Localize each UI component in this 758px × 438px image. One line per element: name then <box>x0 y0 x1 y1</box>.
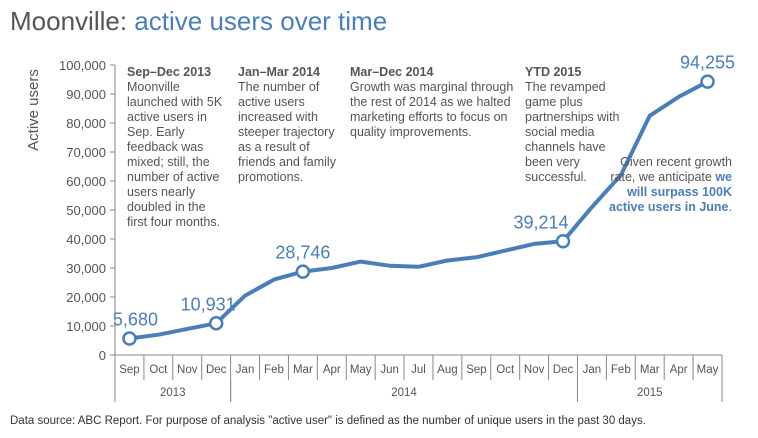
data-point-marker <box>555 234 571 249</box>
y-tick-label: 60,000 <box>66 174 106 189</box>
annotation-ytd-2015: YTD 2015 The revamped game plus partners… <box>525 65 633 185</box>
y-tick-label: 0 <box>99 348 106 363</box>
y-tick-label: 80,000 <box>66 116 106 131</box>
x-tick-label: Jul <box>411 364 426 376</box>
x-tick-label: May <box>350 364 372 376</box>
x-tick-label: Nov <box>177 364 198 376</box>
y-tick-label: 30,000 <box>66 261 106 276</box>
series-active-users <box>127 79 710 341</box>
y-tick-label: 10,000 <box>66 319 106 334</box>
forecast-highlight: we will surpass 100K active users in Jun… <box>609 170 732 214</box>
chart-title: Moonville: active users over time <box>10 6 387 37</box>
forecast-note: Given recent growth rate, we anticipate … <box>608 155 732 215</box>
annotation-body: Growth was marginal through the rest of … <box>350 80 514 139</box>
data-label: 39,214 <box>513 212 568 232</box>
x-tick-label: Aug <box>437 364 457 376</box>
data-label: 10,931 <box>181 294 236 314</box>
x-tick-label: Feb <box>611 364 631 376</box>
data-point-marker <box>208 316 224 331</box>
annotation-heading: Mar–Dec 2014 <box>350 65 434 79</box>
data-point-marker <box>295 264 311 279</box>
annotation-jan-mar-2014: Jan–Mar 2014 The number of active users … <box>238 65 336 185</box>
y-tick-label: 90,000 <box>66 87 106 102</box>
x-tick-label: Mar <box>293 364 313 376</box>
y-tick-label: 100,000 <box>59 58 106 73</box>
year-label: 2013 <box>160 387 186 399</box>
x-tick-label: Oct <box>149 364 168 376</box>
x-tick-label: May <box>697 364 719 376</box>
annotation-heading: Sep–Dec 2013 <box>127 65 212 79</box>
x-tick-label: Sep <box>466 364 486 376</box>
x-tick-label: Jun <box>380 364 399 376</box>
x-tick-label: Dec <box>553 364 574 376</box>
data-point-marker <box>700 74 715 89</box>
y-axis-label: Active users <box>25 69 42 151</box>
y-tick-label: 70,000 <box>66 145 106 160</box>
annotation-body: The number of active users increased wit… <box>238 80 336 184</box>
x-tick-label: Feb <box>264 364 284 376</box>
footnote: Data source: ABC Report. For purpose of … <box>10 415 646 427</box>
y-tick-label: 40,000 <box>66 232 106 247</box>
annotation-heading: YTD 2015 <box>525 65 582 79</box>
data-label: 94,255 <box>680 53 735 73</box>
title-brand: Moonville: <box>10 6 128 36</box>
x-tick-label: Nov <box>524 364 545 376</box>
x-tick-label: Mar <box>640 364 660 376</box>
data-label: 5,680 <box>113 310 158 330</box>
x-tick-label: Jan <box>236 364 255 376</box>
x-tick-label: Dec <box>206 364 227 376</box>
annotation-sep-dec-2013: Sep–Dec 2013 Moonville launched with 5K … <box>127 65 227 230</box>
series-line <box>127 79 710 341</box>
y-tick-label: 50,000 <box>66 203 106 218</box>
title-subtitle: active users over time <box>134 6 388 36</box>
y-tick-label: 20,000 <box>66 290 106 305</box>
annotation-heading: Jan–Mar 2014 <box>238 65 321 79</box>
data-label: 28,746 <box>275 243 330 263</box>
x-tick-label: Apr <box>323 364 341 376</box>
annotation-body: Moonville launched with 5K active users … <box>127 80 223 229</box>
data-points: 5,680 10,931 28,746 39,214 94,255 <box>113 53 735 346</box>
year-label: 2014 <box>391 387 417 399</box>
forecast-text: Given recent growth rate, we anticipate <box>610 155 732 184</box>
annotation-mar-dec-2014: Mar–Dec 2014 Growth was marginal through… <box>350 65 520 140</box>
forecast-end: . <box>728 200 732 214</box>
x-tick-label: Oct <box>496 364 515 376</box>
year-label: 2015 <box>637 387 663 399</box>
x-tick-label: Apr <box>670 364 688 376</box>
data-point-marker <box>122 331 137 346</box>
annotation-body: The revamped game plus partnerships with… <box>525 80 620 184</box>
x-tick-label: Jan <box>583 364 602 376</box>
axes: 0 10,000 20,000 30,000 40,000 50,000 60,000 70,… <box>59 58 723 402</box>
x-tick-label: Sep <box>119 364 139 376</box>
